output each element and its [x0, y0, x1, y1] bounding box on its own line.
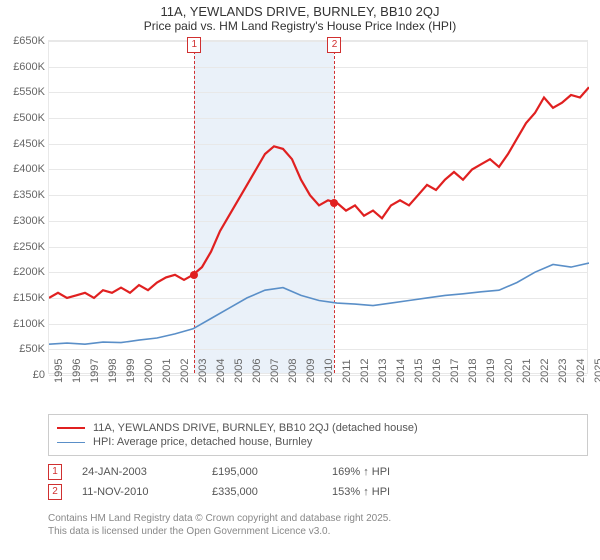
y-tick-label: £350K [5, 189, 45, 201]
legend: 11A, YEWLANDS DRIVE, BURNLEY, BB10 2QJ (… [48, 414, 588, 456]
event-delta: 153% ↑ HPI [332, 486, 390, 498]
y-tick-label: £250K [5, 241, 45, 253]
series-line [49, 263, 589, 344]
y-tick-label: £550K [5, 86, 45, 98]
event-price: £195,000 [212, 466, 312, 478]
legend-row: HPI: Average price, detached house, Burn… [57, 435, 579, 449]
y-tick-label: £450K [5, 138, 45, 150]
legend-label: 11A, YEWLANDS DRIVE, BURNLEY, BB10 2QJ (… [93, 422, 418, 434]
plot-area: £0£50K£100K£150K£200K£250K£300K£350K£400… [48, 40, 588, 374]
event-row: 2 11-NOV-2010 £335,000 153% ↑ HPI [48, 482, 390, 502]
event-date: 24-JAN-2003 [82, 466, 192, 478]
x-tick-label: 2025 [593, 359, 600, 383]
footer: Contains HM Land Registry data © Crown c… [48, 512, 391, 538]
y-tick-label: £300K [5, 215, 45, 227]
y-tick-label: £0 [5, 369, 45, 381]
chart-subtitle: Price paid vs. HM Land Registry's House … [0, 19, 600, 37]
series-svg [49, 41, 589, 375]
y-tick-label: £150K [5, 292, 45, 304]
y-tick-label: £400K [5, 163, 45, 175]
y-tick-label: £100K [5, 318, 45, 330]
legend-swatch [57, 427, 85, 429]
y-tick-label: £650K [5, 35, 45, 47]
legend-swatch [57, 442, 85, 443]
footer-line-1: Contains HM Land Registry data © Crown c… [48, 512, 391, 525]
y-tick-label: £50K [5, 343, 45, 355]
chart-title: 11A, YEWLANDS DRIVE, BURNLEY, BB10 2QJ [0, 0, 600, 19]
y-tick-label: £600K [5, 61, 45, 73]
events-table: 1 24-JAN-2003 £195,000 169% ↑ HPI 2 11-NOV-20… [48, 462, 390, 502]
y-tick-label: £200K [5, 266, 45, 278]
footer-line-2: This data is licensed under the Open Gov… [48, 525, 391, 538]
series-line [49, 87, 589, 298]
event-date: 11-NOV-2010 [82, 486, 192, 498]
event-row: 1 24-JAN-2003 £195,000 169% ↑ HPI [48, 462, 390, 482]
event-delta: 169% ↑ HPI [332, 466, 390, 478]
legend-row: 11A, YEWLANDS DRIVE, BURNLEY, BB10 2QJ (… [57, 421, 579, 435]
legend-label: HPI: Average price, detached house, Burn… [93, 436, 312, 448]
event-price: £335,000 [212, 486, 312, 498]
event-id-marker: 1 [48, 464, 62, 480]
event-id-marker: 2 [48, 484, 62, 500]
y-tick-label: £500K [5, 112, 45, 124]
